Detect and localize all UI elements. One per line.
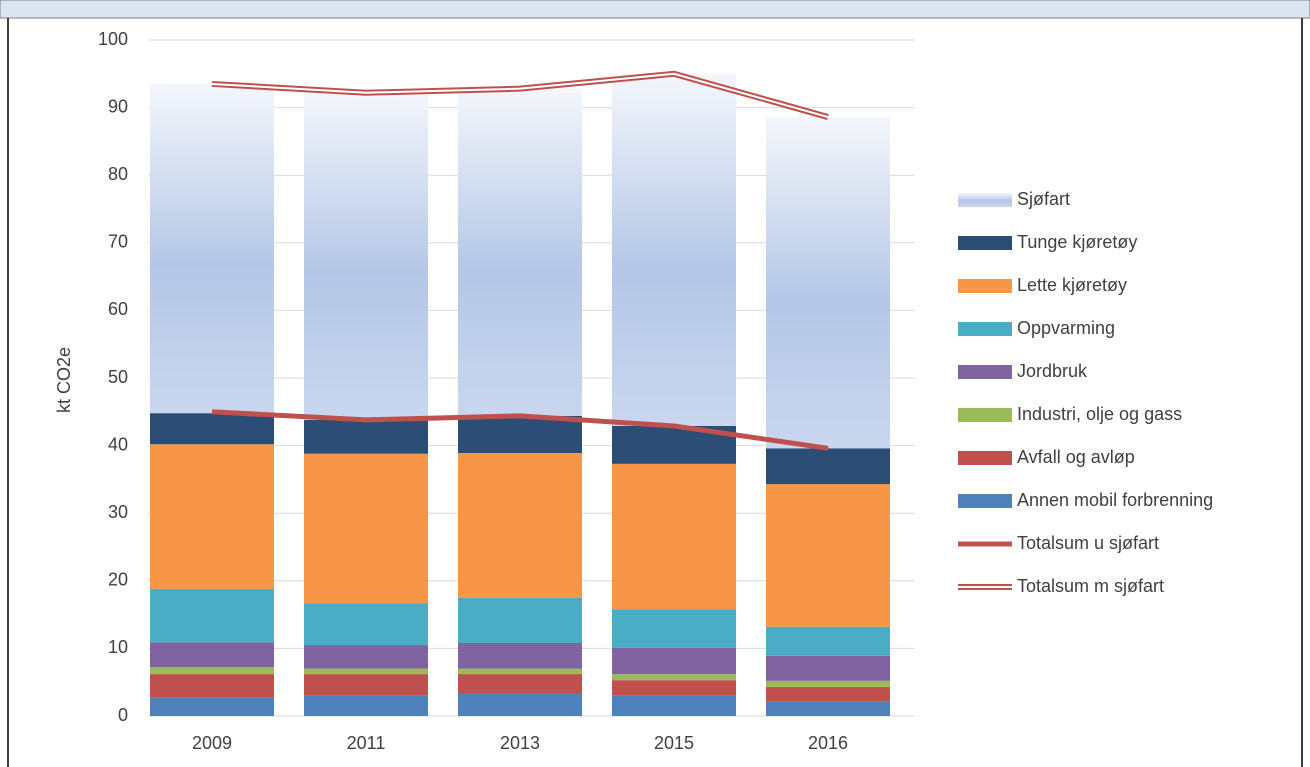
bar-segment [304,674,428,696]
legend-swatch [958,322,1012,336]
bar-segment [458,642,582,669]
y-tick-label: 10 [108,637,128,657]
y-tick-label: 60 [108,299,128,319]
bar-segment [150,674,274,698]
bar-segment [304,453,428,604]
bar-segment [766,686,890,702]
legend-swatch [958,236,1012,250]
x-tick-label: 2016 [808,733,848,753]
y-axis-label: kt CO2e [54,347,74,413]
bar-segment [766,680,890,687]
y-tick-label: 0 [118,705,128,725]
x-tick-label: 2011 [347,733,386,753]
bar-segment [458,597,582,643]
legend-label: Totalsum u sjøfart [1017,533,1159,553]
bar-segment [304,645,428,669]
legend-swatch [958,365,1012,379]
bar-segment [458,674,582,694]
bar-segment [150,444,274,589]
legend-swatch [958,193,1012,207]
bar-segment [458,415,582,454]
bar-segment [766,484,890,627]
legend-swatch [958,494,1012,508]
bar-segment [304,603,428,646]
legend-swatch [958,451,1012,465]
legend-label: Totalsum m sjøfart [1017,576,1164,596]
bar-segment [150,413,274,445]
bar-segment [612,609,736,648]
x-tick-label: 2015 [654,733,694,753]
legend-label: Oppvarming [1017,318,1115,338]
legend-label: Sjøfart [1017,189,1070,209]
bar-segment [612,73,736,426]
bar-segment [304,92,428,420]
bar-segment [612,647,736,675]
header-strip [0,0,1310,19]
bar-segment [304,695,428,716]
y-tick-label: 90 [108,96,128,116]
y-tick-label: 20 [108,570,128,590]
legend-swatch [958,408,1012,422]
bar-segment [612,680,736,696]
legend-label: Avfall og avløp [1017,447,1135,467]
x-tick-label: 2013 [500,733,540,753]
y-tick-label: 80 [108,164,128,184]
bar-segment [458,668,582,675]
bar-segment [766,626,890,656]
line-inner [211,72,829,119]
bar-segment [304,668,428,675]
bar-segment [612,463,736,610]
bar-segment [304,419,428,454]
bar-segment [458,693,582,716]
bar-segment [766,448,890,485]
bar-segment [612,695,736,716]
bar-segment [766,655,890,681]
x-tick-label: 2009 [192,733,232,753]
bar-segment [150,588,274,643]
bar-segment [766,701,890,716]
y-tick-label: 70 [108,232,128,252]
bar-segment [612,674,736,681]
y-tick-label: 50 [108,367,128,387]
bar-segment [150,642,274,668]
legend-label: Annen mobil forbrenning [1017,490,1213,510]
bar-segment [458,88,582,416]
line [211,409,829,451]
legend-swatch [958,279,1012,293]
legend-label: Industri, olje og gass [1017,404,1182,424]
bar-segment [766,117,890,449]
bar-segment [150,83,274,414]
legend-label: Lette kjøretøy [1017,275,1127,295]
y-tick-label: 40 [108,434,128,454]
bar-segment [458,453,582,598]
y-tick-label: 30 [108,502,128,522]
legend-label: Jordbruk [1017,361,1088,381]
bar-segment [150,667,274,675]
y-tick-label: 100 [98,29,128,49]
bar-segment [150,697,274,716]
legend-label: Tunge kjøretøy [1017,232,1137,252]
